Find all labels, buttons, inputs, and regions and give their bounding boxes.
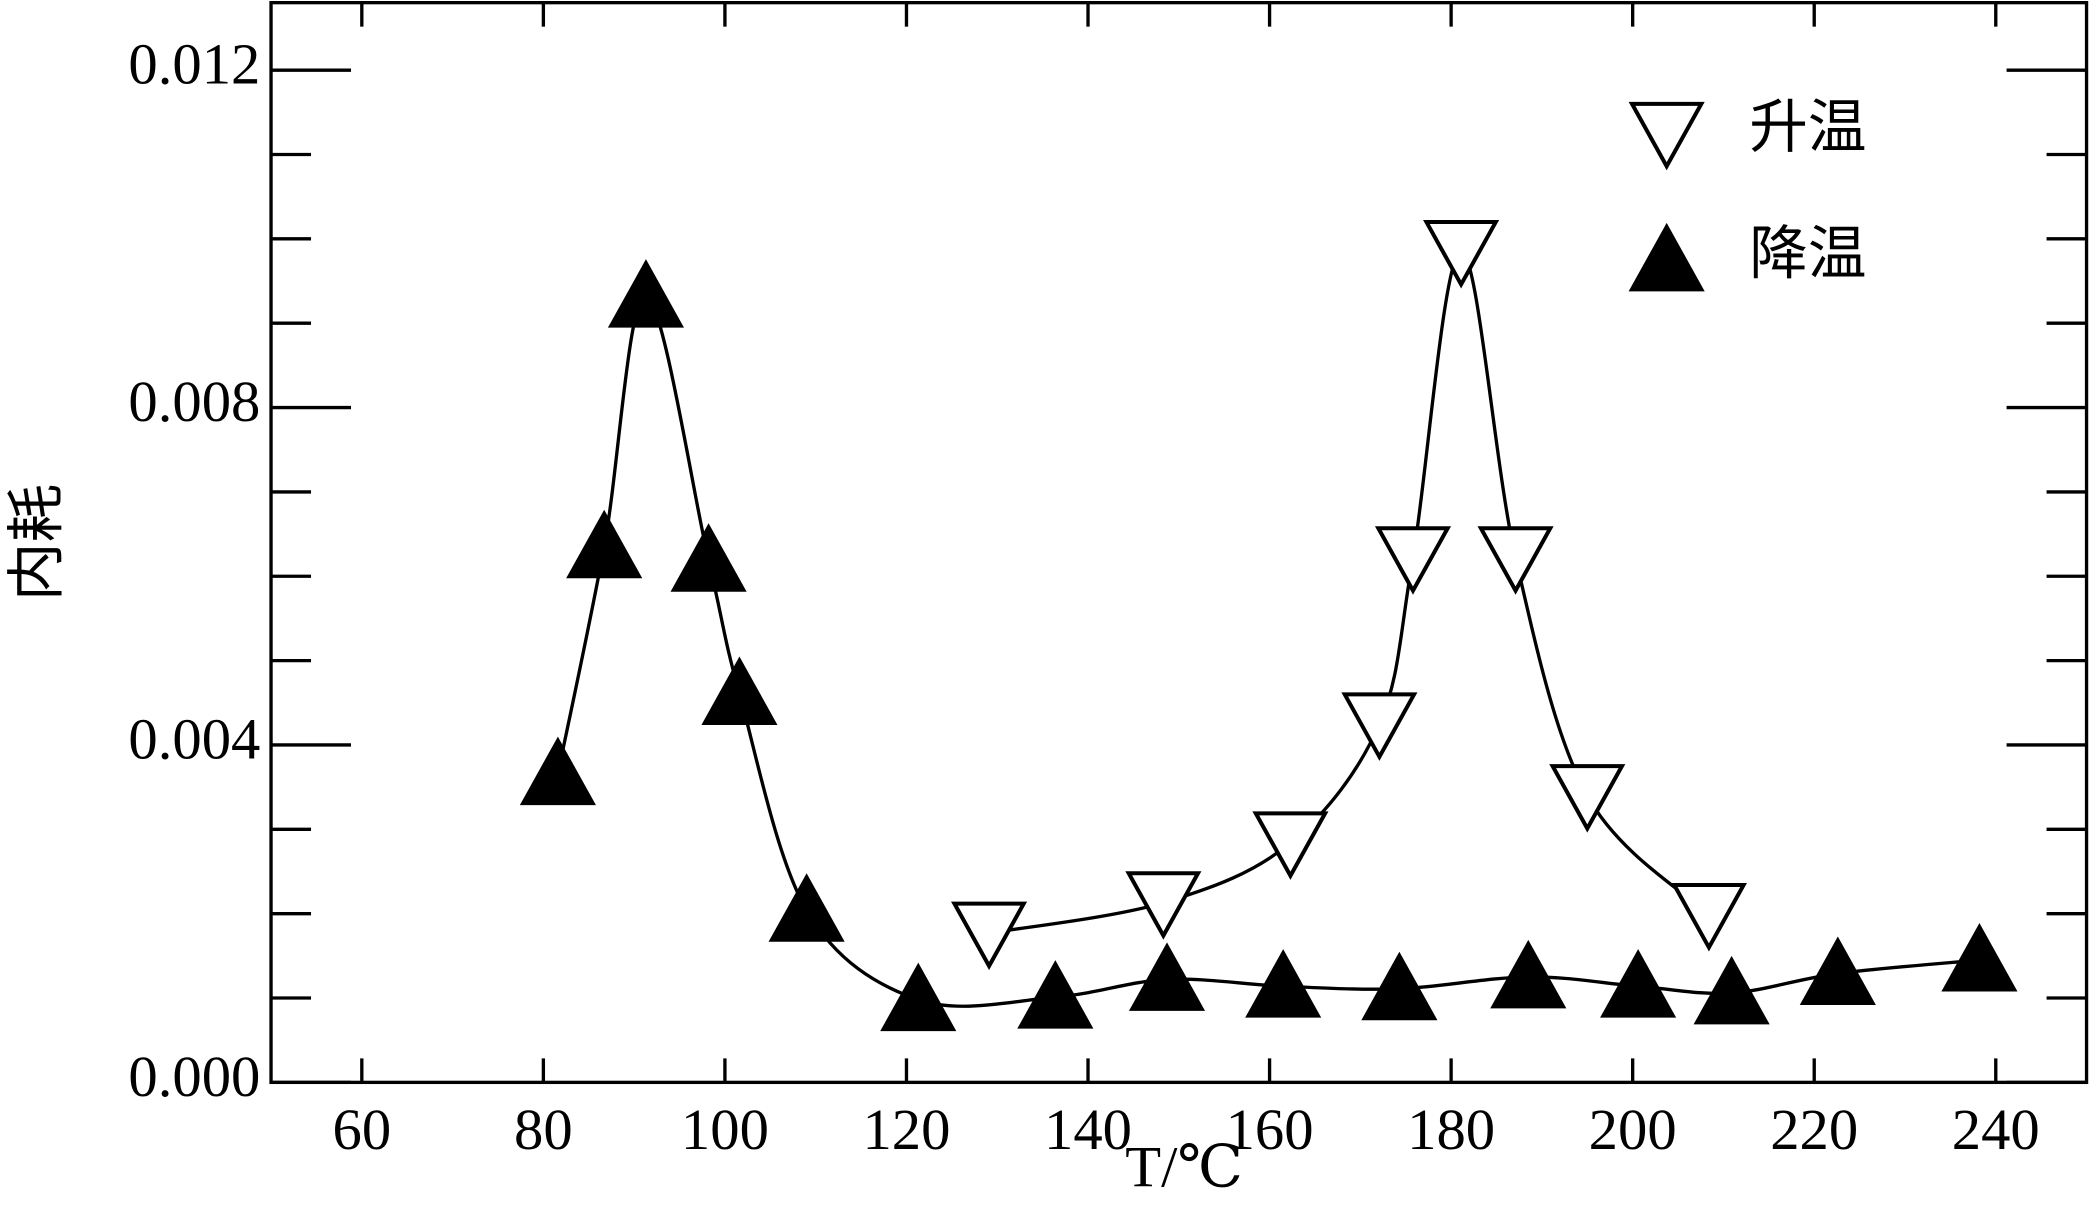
fit-curve [988,249,1711,935]
data-point [1799,936,1876,1006]
legend-marker [1628,222,1705,292]
plot-frame [269,0,2089,1085]
data-point [701,656,778,725]
data-point [1128,942,1206,1011]
x-tick-label: 160 [1226,1097,1314,1162]
data-point [607,259,685,328]
y-tick-label: 0.008 [128,369,260,434]
data-point [1361,951,1438,1021]
x-tick-label: 220 [1770,1097,1858,1162]
data-point [1477,526,1554,595]
legend-marker [1628,101,1705,171]
fit-curve [556,294,1980,1008]
x-tick-label: 240 [1952,1097,2040,1162]
y-tick-label: 0.012 [128,32,260,97]
data-point [951,901,1028,971]
x-tick-label: 200 [1589,1097,1677,1162]
y-tick-label: 0.004 [128,706,260,771]
y-axis-label: 内耗 [5,484,70,601]
data-point [1125,871,1202,940]
x-tick-label: 120 [862,1097,950,1162]
data-point [1600,949,1677,1018]
data-point [1941,923,2018,992]
x-axis-label: T/℃ [1125,1134,1243,1199]
x-tick-label: 180 [1407,1097,1495,1162]
data-point [1670,883,1747,952]
data-point [1252,811,1329,880]
data-point [670,523,747,592]
x-tick-label: 140 [1044,1097,1132,1162]
data-point [1341,692,1418,761]
data-point [1017,960,1094,1029]
data-point [566,509,643,579]
data-point [1423,220,1500,289]
legend-label: 降温 [1749,221,1866,286]
data-point [1245,949,1322,1018]
legend-label: 升温 [1749,95,1866,160]
data-point [1374,526,1452,595]
data-point [768,873,845,942]
x-tick-label: 80 [514,1097,573,1162]
data-point [880,962,957,1032]
x-tick-label: 100 [681,1097,769,1162]
data-point [519,736,596,806]
data-point [1549,764,1626,833]
data-point [1490,939,1567,1009]
y-tick-label: 0.000 [128,1044,260,1109]
data-point [1693,955,1770,1025]
x-tick-label: 60 [332,1097,391,1162]
